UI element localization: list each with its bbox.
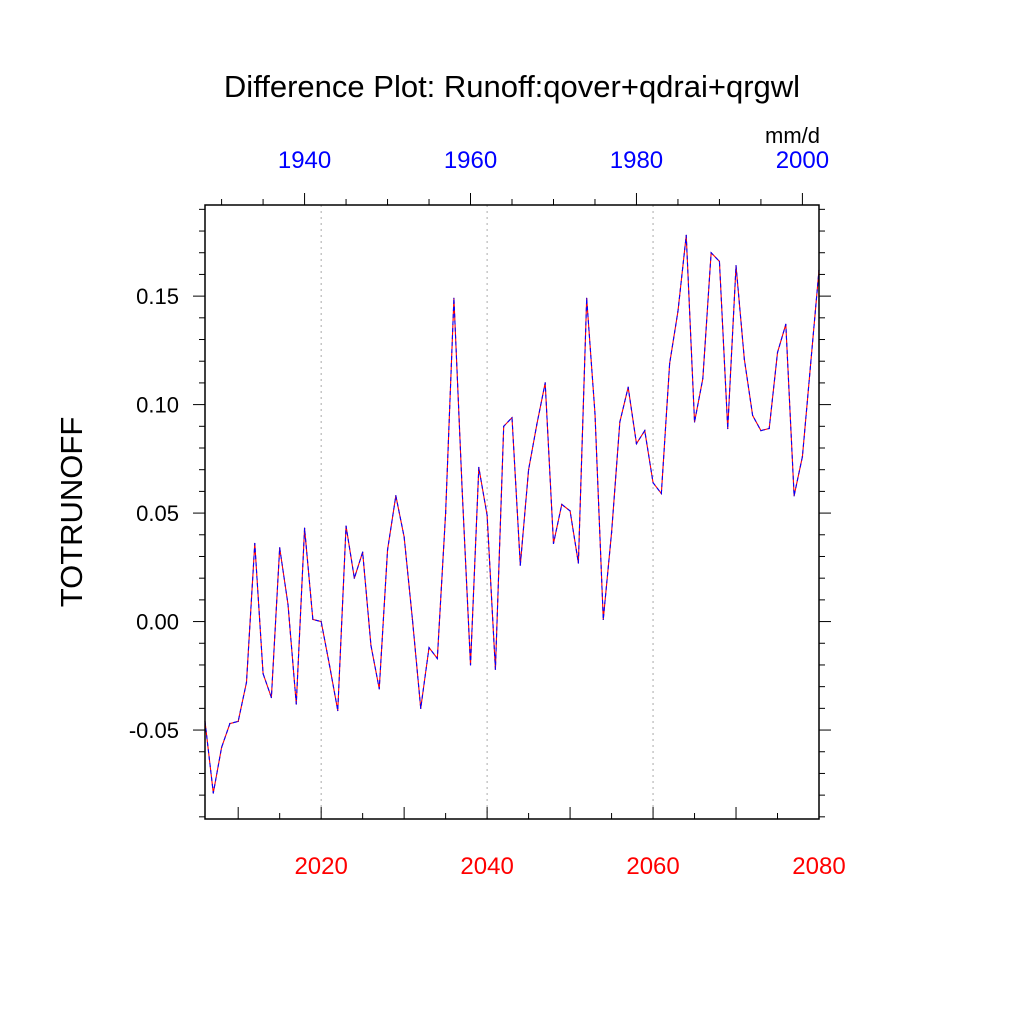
data-point: [718, 260, 721, 263]
data-point: [785, 323, 787, 325]
x-bottom-tick-label: 2020: [294, 853, 347, 880]
data-point: [420, 707, 422, 709]
data-point: [328, 664, 331, 666]
data-point: [220, 746, 223, 749]
x-axis-bottom: 2020 2040 2060 2080: [237, 807, 846, 880]
data-point: [436, 657, 438, 660]
data-point: [752, 414, 754, 417]
data-point: [660, 492, 662, 495]
units-label: mm/d: [765, 123, 820, 148]
series-line-1: [204, 235, 820, 794]
data-point: [776, 351, 779, 354]
data-point: [320, 620, 322, 623]
data-point: [345, 525, 347, 527]
x-top-tick-label: 2000: [776, 147, 829, 174]
data-point: [727, 427, 729, 430]
data-point: [552, 542, 555, 545]
data-point: [237, 720, 239, 722]
x-bottom-tick-label: 2080: [792, 853, 845, 880]
data-point: [685, 234, 687, 236]
data-point: [469, 664, 472, 666]
data-point: [519, 564, 521, 566]
data-point: [743, 358, 745, 360]
data-point: [411, 618, 414, 620]
data-point: [619, 421, 621, 423]
data-point: [494, 668, 497, 670]
data-point: [353, 577, 355, 579]
x-bottom-tick-label: 2060: [626, 853, 679, 880]
y-tick-label: 0.05: [136, 501, 179, 526]
data-point: [693, 421, 696, 423]
y-tick-label: 0.15: [136, 284, 179, 309]
y-tick-label: 0.10: [136, 393, 179, 418]
data-point: [337, 709, 339, 712]
data-point: [801, 456, 804, 458]
data-point: [486, 514, 488, 516]
data-point: [735, 265, 737, 267]
data-point: [768, 427, 770, 430]
data-point: [254, 542, 256, 545]
data-point: [586, 297, 588, 299]
x-bottom-tick-label: 2040: [460, 853, 513, 880]
data-point: [270, 696, 272, 699]
data-point: [793, 495, 795, 497]
data-point: [312, 618, 314, 620]
data-point: [702, 377, 704, 380]
data-point: [677, 310, 679, 312]
data-point: [287, 603, 289, 605]
chart-title: Difference Plot: Runoff:qover+qdrai+qrgw…: [224, 69, 800, 104]
data-point: [627, 386, 629, 388]
data-point: [669, 362, 671, 364]
data-point: [212, 792, 214, 794]
y-tick-label: -0.05: [129, 718, 179, 743]
data-point: [428, 647, 430, 649]
x-top-tick-label: 1980: [610, 147, 663, 174]
data-point: [362, 551, 364, 553]
data-point: [303, 527, 306, 529]
data-point: [453, 297, 455, 299]
data-point: [561, 503, 563, 506]
data-point: [760, 430, 762, 432]
data-point: [295, 703, 297, 705]
data-point: [644, 430, 646, 432]
data-point: [602, 618, 604, 620]
y-axis: -0.05 0.00 0.05 0.10 0.15: [129, 208, 831, 818]
series-line-2: [204, 235, 820, 794]
data-point: [810, 362, 812, 364]
data-point: [527, 469, 530, 471]
data-point: [652, 482, 654, 484]
data-point: [262, 673, 264, 675]
y-tick-label: 0.00: [136, 610, 179, 635]
data-point: [503, 425, 505, 427]
data-point: [594, 412, 596, 414]
plot-frame: [204, 204, 820, 820]
data-point: [511, 417, 513, 419]
x-top-tick-label: 1960: [444, 147, 497, 174]
data-point: [245, 681, 248, 683]
data-point: [378, 688, 380, 690]
data-point: [395, 495, 397, 497]
data-point: [569, 510, 571, 512]
data-point: [445, 512, 447, 514]
data-point: [610, 532, 613, 534]
data-point: [403, 536, 405, 538]
data-series: [204, 234, 820, 794]
y-axis-label: TOTRUNOFF: [54, 417, 89, 608]
data-point: [370, 644, 372, 647]
x-top-tick-label: 1940: [278, 147, 331, 174]
grid-lines: [320, 205, 654, 819]
data-point: [386, 549, 389, 551]
x-axis-top: 1940 1960 1980 2000: [221, 147, 829, 205]
data-point: [536, 423, 538, 425]
data-point: [544, 382, 546, 384]
data-point: [279, 547, 281, 549]
data-point: [635, 443, 638, 445]
data-point: [478, 466, 480, 469]
data-point: [577, 562, 579, 564]
data-point: [461, 490, 463, 492]
data-point: [710, 252, 712, 254]
data-point: [229, 722, 231, 725]
